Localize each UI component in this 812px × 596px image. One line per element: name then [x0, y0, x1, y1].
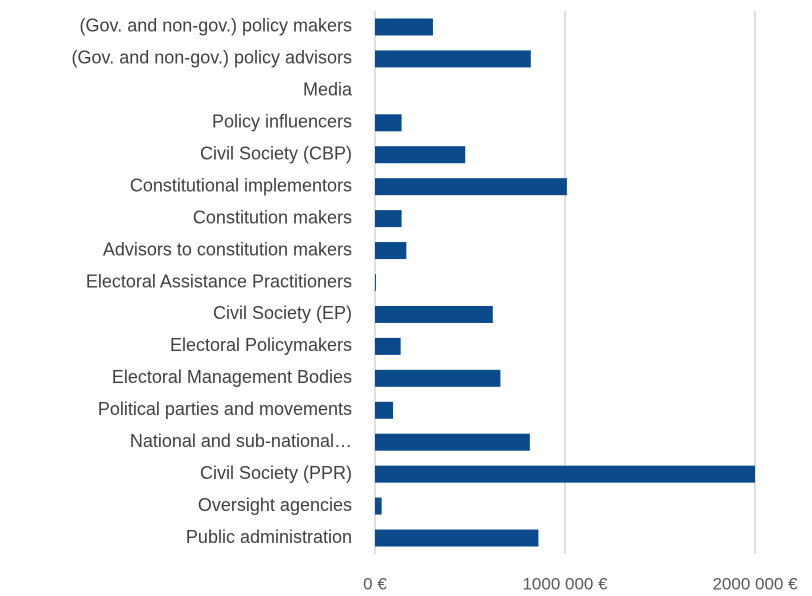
y-tick-label: (Gov. and non-gov.) policy makers	[80, 16, 352, 36]
bar	[375, 242, 407, 260]
y-tick-label: Electoral Management Bodies	[112, 367, 352, 387]
y-tick-label: Advisors to constitution makers	[103, 239, 352, 259]
y-tick-label: Electoral Policymakers	[170, 335, 352, 355]
y-tick-label: Policy influencers	[212, 112, 352, 132]
y-tick-label: Civil Society (PPR)	[200, 463, 352, 483]
y-tick-label: Constitution makers	[193, 207, 352, 227]
bar	[375, 433, 530, 451]
bar	[375, 529, 539, 547]
x-tick-label: 0 €	[363, 574, 387, 593]
x-tick-label: 2000 000 €	[712, 574, 798, 593]
bar	[375, 178, 567, 196]
y-tick-label: Media	[303, 80, 353, 100]
y-tick-label: Civil Society (CBP)	[200, 143, 352, 163]
bar	[375, 18, 433, 36]
bar	[375, 497, 382, 515]
y-tick-label: Political parties and movements	[98, 399, 352, 419]
bar	[375, 305, 493, 323]
bar	[375, 274, 376, 291]
bar	[375, 114, 402, 132]
bar	[375, 210, 402, 228]
y-tick-label: Civil Society (EP)	[213, 303, 352, 323]
y-tick-label: Electoral Assistance Practitioners	[86, 271, 352, 291]
bar	[375, 465, 755, 483]
bar	[375, 50, 531, 68]
y-tick-label: (Gov. and non-gov.) policy advisors	[72, 48, 352, 68]
y-tick-label: Constitutional implementors	[130, 175, 352, 195]
bar	[375, 369, 501, 387]
y-tick-label: Oversight agencies	[198, 495, 352, 515]
bar	[375, 401, 394, 419]
y-tick-label: National and sub-national…	[130, 431, 352, 451]
x-tick-label: 1000 000 €	[522, 574, 608, 593]
bar	[375, 146, 466, 164]
y-tick-label: Public administration	[186, 527, 352, 547]
bar	[375, 337, 401, 355]
